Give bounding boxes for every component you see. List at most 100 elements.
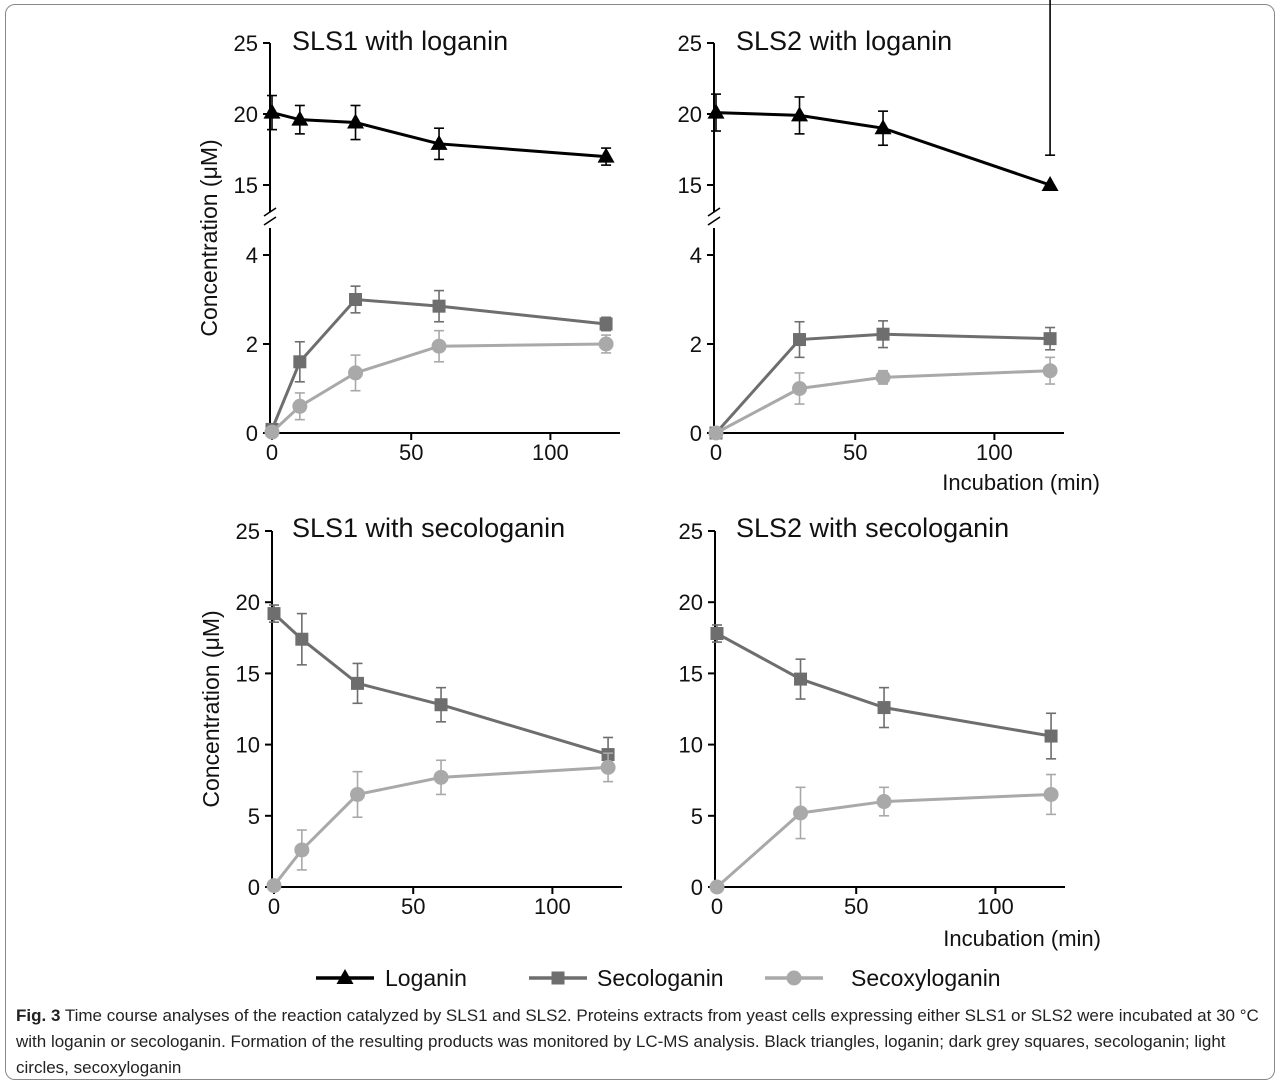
series-secoxyloganin (709, 773, 1059, 895)
x-tick-label: 0 (266, 440, 278, 465)
x-tick-label: 100 (532, 440, 569, 465)
series-secoxyloganin (708, 356, 1058, 441)
y-tick-label: 25 (679, 519, 703, 544)
data-point (350, 786, 366, 802)
chart-title: SLS1 with secologanin (292, 513, 565, 543)
y-tick-label: 4 (246, 243, 258, 268)
x-tick-label: 50 (399, 440, 423, 465)
caption-label: Fig. 3 (16, 1006, 61, 1025)
y-axis-label: Concentration (μM) (198, 610, 224, 807)
series-secoxyloganin (266, 752, 616, 894)
data-point (874, 119, 892, 135)
chart-panel-3: SLS1 with secologanin 0 5 10 15 20 25 0 50 100 Con… (198, 513, 622, 919)
data-point (266, 878, 282, 894)
legend-item-loganin: Loganin (316, 965, 467, 991)
legend-item-secologanin: Secologanin (529, 965, 724, 991)
data-point (263, 103, 281, 119)
y-tick-label: 15 (679, 661, 703, 686)
figure-caption: Fig. 3 Time course analyses of the react… (16, 1003, 1266, 1081)
x-tick-label: 50 (401, 894, 425, 919)
series-loganin (707, 0, 1059, 191)
legend-item-secoxyloganin: Secoxyloganin (765, 965, 1001, 991)
series-line (272, 612, 609, 757)
data-point (291, 110, 309, 126)
data-point (1043, 332, 1057, 346)
y-tick-label: 0 (690, 421, 702, 446)
data-point (347, 113, 365, 129)
y-tick-label: 25 (234, 31, 258, 56)
data-point (432, 299, 446, 313)
series-secologanin (267, 604, 615, 773)
chart-panel-2: SLS2 with loganin 0 2 4 15 20 25 0 50 100 Incubati… (678, 0, 1100, 495)
x-axis-label: Incubation (min) (943, 926, 1101, 951)
x-tick-label: 100 (976, 440, 1013, 465)
y-tick-label: 25 (678, 31, 702, 56)
y-tick-label: 25 (236, 519, 260, 544)
y-tick-label: 0 (246, 421, 258, 446)
legend: Loganin Secologanin Secoxyloganin (316, 965, 1001, 991)
x-tick-label: 0 (710, 440, 722, 465)
caption-text: Time course analyses of the reaction cat… (16, 1006, 1259, 1077)
data-point (875, 369, 891, 385)
data-point (598, 336, 614, 352)
series-line (716, 632, 1052, 738)
data-point (794, 672, 808, 686)
data-point (294, 842, 310, 858)
y-tick-label: 15 (678, 173, 702, 198)
y-tick-label: 4 (690, 243, 702, 268)
data-point (348, 365, 364, 381)
series-loganin (263, 94, 615, 166)
legend-label: Secologanin (597, 965, 724, 991)
series-line (715, 111, 1051, 187)
data-point (710, 627, 724, 641)
data-point (1044, 729, 1058, 743)
data-point (267, 607, 281, 621)
y-tick-label: 20 (678, 102, 702, 127)
y-tick-label: 10 (236, 733, 260, 758)
axis-break-mark (263, 207, 277, 217)
data-point (430, 134, 448, 150)
data-point (295, 632, 309, 646)
legend-marker (786, 970, 802, 986)
data-point (877, 701, 891, 715)
chart-title: SLS2 with secologanin (736, 513, 1009, 543)
x-tick-label: 50 (843, 440, 867, 465)
series-secoxyloganin (264, 329, 614, 440)
x-tick-label: 0 (711, 894, 723, 919)
data-point (791, 106, 809, 122)
y-tick-label: 5 (691, 804, 703, 829)
data-point (349, 293, 363, 306)
x-tick-label: 0 (268, 894, 280, 919)
y-tick-label: 5 (248, 804, 260, 829)
data-point (1041, 176, 1059, 191)
figure-frame (5, 4, 1275, 1080)
y-axis-label: Concentration (μM) (196, 139, 222, 336)
y-tick-label: 15 (234, 173, 258, 198)
y-tick-label: 20 (679, 590, 703, 615)
data-point (1042, 363, 1058, 379)
x-axis-label: Incubation (min) (942, 470, 1100, 495)
axis-break-mark (707, 207, 721, 217)
y-tick-label: 20 (236, 590, 260, 615)
y-tick-label: 15 (236, 661, 260, 686)
y-tick-label: 0 (248, 875, 260, 900)
y-tick-label: 0 (691, 875, 703, 900)
data-point (599, 317, 613, 331)
data-point (876, 794, 892, 810)
chart-title: SLS1 with loganin (292, 26, 508, 56)
legend-marker (336, 969, 354, 984)
data-point (292, 398, 308, 414)
series-line (715, 369, 1051, 435)
chart-panel-4: SLS2 with secologanin 0 5 10 15 20 25 0 50 100 Inc… (679, 513, 1101, 951)
data-point (709, 879, 725, 895)
data-point (597, 147, 615, 163)
data-point (793, 805, 809, 821)
x-tick-label: 50 (844, 894, 868, 919)
data-point (433, 769, 449, 785)
legend-marker (551, 971, 565, 985)
axis-break-mark (263, 216, 277, 226)
chart-panel-1: SLS1 with loganin 0 2 4 15 20 25 0 50 100 Concentr… (196, 26, 620, 465)
data-point (431, 338, 447, 354)
y-tick-label: 2 (690, 332, 702, 357)
